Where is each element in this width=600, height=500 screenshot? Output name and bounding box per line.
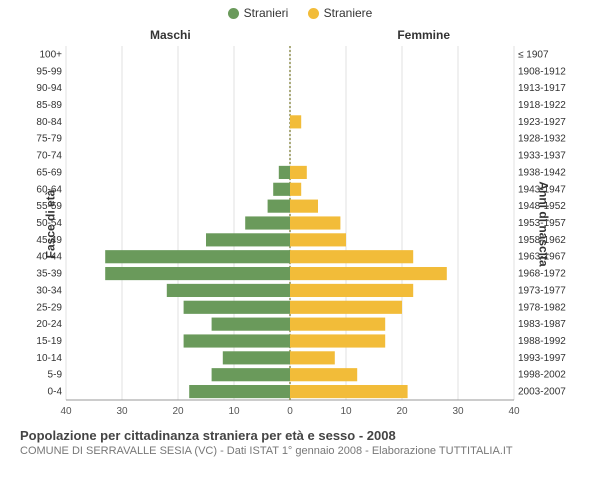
birth-year-label: 1923-1927: [518, 116, 566, 127]
birth-year-label: 1988-1992: [518, 336, 566, 347]
legend-item-male: Stranieri: [228, 6, 289, 20]
bar-female: [290, 216, 340, 229]
birth-year-label: 1928-1932: [518, 133, 566, 144]
bar-male: [184, 300, 290, 313]
x-tick-label: 40: [508, 406, 520, 417]
bar-male: [167, 283, 290, 296]
age-label: 20-24: [36, 319, 62, 330]
x-tick-label: 20: [396, 406, 408, 417]
x-tick-label: 10: [228, 406, 240, 417]
bar-female: [290, 334, 385, 347]
legend-label-female: Straniere: [324, 6, 373, 20]
bar-female: [290, 250, 413, 263]
bar-male: [273, 182, 290, 195]
birth-year-label: 1983-1987: [518, 319, 566, 330]
x-tick-label: 40: [60, 406, 72, 417]
bar-male: [189, 384, 290, 397]
x-tick-label: 10: [340, 406, 352, 417]
birth-year-label: 1998-2002: [518, 369, 566, 380]
bar-male: [212, 368, 290, 381]
age-label: 85-89: [36, 100, 62, 111]
age-label: 30-34: [36, 285, 62, 296]
bar-male: [206, 233, 290, 246]
bar-male: [212, 317, 290, 330]
birth-year-label: 2003-2007: [518, 386, 566, 397]
birth-year-label: 1973-1977: [518, 285, 566, 296]
age-label: 90-94: [36, 83, 62, 94]
age-label: 35-39: [36, 268, 62, 279]
bar-female: [290, 199, 318, 212]
legend-item-female: Straniere: [308, 6, 373, 20]
bar-female: [290, 233, 346, 246]
age-label: 100+: [39, 49, 62, 60]
age-label: 95-99: [36, 66, 62, 77]
bar-male: [105, 250, 290, 263]
birth-year-label: 1908-1912: [518, 66, 566, 77]
birth-year-label: 1993-1997: [518, 352, 566, 363]
y-axis-right-label: Anni di nascita: [536, 181, 550, 266]
legend-label-male: Stranieri: [244, 6, 289, 20]
bar-female: [290, 165, 307, 178]
column-header-male: Maschi: [150, 28, 191, 42]
birth-year-label: 1933-1937: [518, 150, 566, 161]
x-tick-label: 30: [116, 406, 128, 417]
population-pyramid-chart: Fasce di età Anni di nascita Maschi Femm…: [20, 24, 580, 424]
age-label: 65-69: [36, 167, 62, 178]
bar-female: [290, 266, 447, 279]
age-label: 15-19: [36, 336, 62, 347]
bar-male: [279, 165, 290, 178]
chart-title: Popolazione per cittadinanza straniera p…: [20, 428, 580, 443]
bar-female: [290, 384, 408, 397]
legend-swatch-male: [228, 8, 239, 19]
age-label: 5-9: [48, 369, 63, 380]
age-label: 75-79: [36, 133, 62, 144]
y-axis-left-label: Fasce di età: [43, 189, 57, 258]
age-label: 10-14: [36, 352, 62, 363]
x-tick-label: 30: [452, 406, 464, 417]
birth-year-label: 1968-1972: [518, 268, 566, 279]
legend-swatch-female: [308, 8, 319, 19]
bar-female: [290, 115, 301, 128]
x-tick-label: 0: [287, 406, 293, 417]
bar-male: [223, 351, 290, 364]
birth-year-label: 1913-1917: [518, 83, 566, 94]
chart-subtitle: COMUNE DI SERRAVALLE SESIA (VC) - Dati I…: [20, 445, 580, 457]
age-label: 0-4: [48, 386, 63, 397]
birth-year-label: 1978-1982: [518, 302, 566, 313]
bar-female: [290, 283, 413, 296]
chart-footer: Popolazione per cittadinanza straniera p…: [0, 424, 600, 457]
age-label: 80-84: [36, 116, 62, 127]
bar-female: [290, 351, 335, 364]
bar-male: [268, 199, 290, 212]
bar-female: [290, 317, 385, 330]
chart-legend: Stranieri Straniere: [0, 0, 600, 24]
pyramid-svg: 40 30 20 10 0 10 20 30 40 100+ ≤ 1907 95-99 1908-191…: [20, 24, 580, 424]
bar-male: [105, 266, 290, 279]
bar-male: [245, 216, 290, 229]
bar-female: [290, 182, 301, 195]
birth-year-label: 1938-1942: [518, 167, 566, 178]
bar-female: [290, 300, 402, 313]
bar-female: [290, 368, 357, 381]
x-tick-label: 20: [172, 406, 184, 417]
birth-year-label: 1918-1922: [518, 100, 566, 111]
age-label: 25-29: [36, 302, 62, 313]
column-header-female: Femmine: [397, 28, 450, 42]
bar-male: [184, 334, 290, 347]
age-label: 70-74: [36, 150, 62, 161]
birth-year-label: ≤ 1907: [518, 49, 549, 60]
